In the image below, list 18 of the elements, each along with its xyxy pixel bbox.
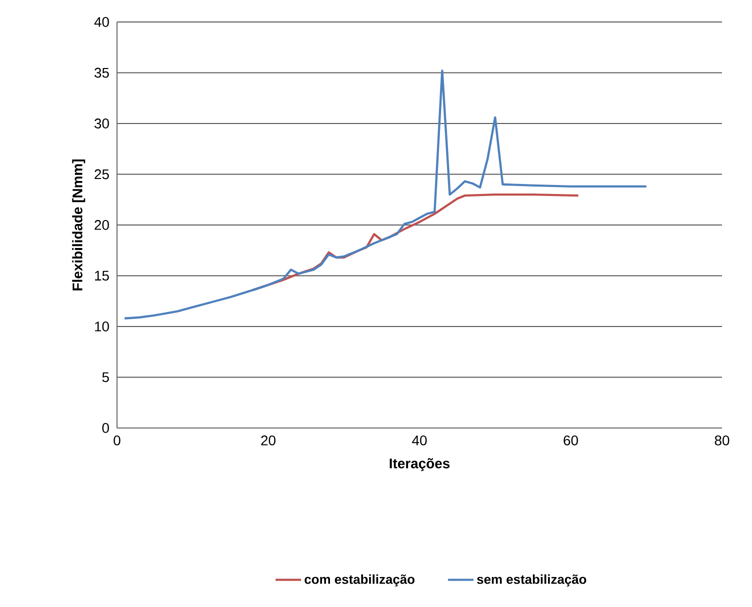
y-axis-title: Flexibilidade [Nmm] bbox=[72, 160, 86, 290]
x-axis-title: Iterações bbox=[390, 458, 450, 472]
x-tick-label: 60 bbox=[564, 435, 578, 446]
y-tick-label: 40 bbox=[94, 17, 109, 27]
x-tick-label: 0 bbox=[114, 435, 120, 446]
x-tick-label: 20 bbox=[261, 435, 276, 446]
y-tick-label: 0 bbox=[102, 423, 109, 433]
y-tick-label: 20 bbox=[94, 220, 109, 230]
y-tick-label: 25 bbox=[94, 169, 109, 180]
y-tick-label: 5 bbox=[102, 372, 109, 382]
y-tick-label: 30 bbox=[94, 118, 109, 128]
legend-label: sem estabilização bbox=[477, 574, 586, 586]
y-tick-label: 15 bbox=[95, 270, 109, 281]
x-tick-label: 80 bbox=[714, 435, 730, 446]
y-tick-label: 10 bbox=[95, 322, 109, 332]
y-tick-label: 35 bbox=[94, 68, 109, 78]
legend-label: com estabilização bbox=[304, 574, 414, 586]
x-tick-label: 40 bbox=[412, 435, 427, 446]
